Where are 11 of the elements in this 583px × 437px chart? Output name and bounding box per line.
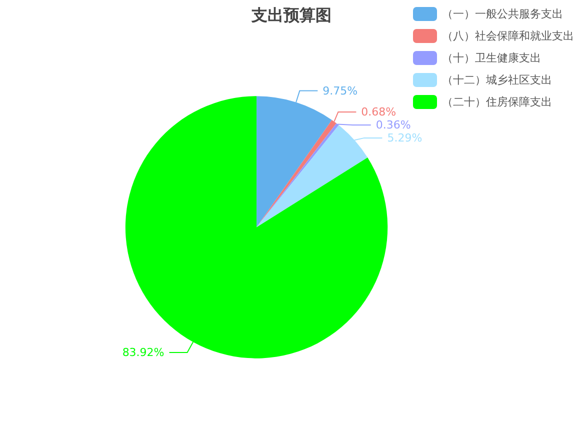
legend-label: （一）一般公共服务支出: [442, 8, 563, 20]
legend-label: （十）卫生健康支出: [442, 52, 541, 64]
legend-label: （二十）住房保障支出: [442, 96, 552, 108]
data-label: 0.36%: [376, 118, 411, 132]
legend-label: （八）社会保障和就业支出: [442, 30, 574, 42]
data-label: 9.75%: [322, 84, 358, 98]
legend-label: （十二）城乡社区支出: [442, 74, 552, 86]
data-label: 5.29%: [387, 131, 422, 144]
data-label: 83.92%: [122, 346, 164, 359]
data-label: 0.68%: [361, 105, 396, 118]
chart-title: 支出预算图: [250, 6, 332, 24]
